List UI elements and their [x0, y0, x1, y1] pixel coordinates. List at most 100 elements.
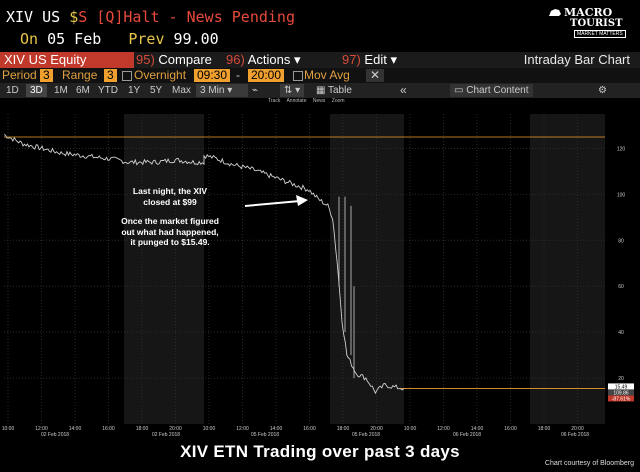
close-icon[interactable]: ✕	[366, 69, 384, 82]
range-ytd[interactable]: YTD	[98, 85, 118, 96]
figure-caption: XIV ETN Trading over past 3 days	[180, 442, 460, 461]
value-tag-label: 15.49	[615, 384, 628, 390]
value-tag-label: -87.61%	[612, 396, 631, 402]
currency: $	[69, 8, 79, 26]
range-6m[interactable]: 6M	[76, 85, 90, 96]
y-tick-label: 120	[617, 146, 626, 152]
x-tick-label: 14:00	[69, 426, 82, 432]
x-tick-label: 12:00	[236, 426, 249, 432]
x-tick-label: 12:00	[35, 426, 48, 432]
x-date-label: 02 Feb 2018	[152, 432, 180, 438]
movavg-label: Mov Avg	[304, 68, 350, 82]
overnight-checkbox[interactable]	[122, 71, 132, 81]
x-tick-label: 16:00	[102, 426, 115, 432]
range-5y[interactable]: 5Y	[150, 85, 163, 96]
price-chart[interactable]: 20 40 60 80 100 120 10:00 12:00 14:00 16:00 18:00…	[0, 98, 640, 442]
offhours-band	[530, 114, 605, 424]
ticker-symbol: XIV US	[6, 8, 61, 26]
offhours-band	[124, 114, 204, 424]
price-series	[3, 134, 405, 395]
macrotourist-logo: MACRO TOURIST MARKET MATTERS	[548, 4, 632, 38]
period-label: Period	[2, 68, 37, 82]
value-tag-bg	[608, 395, 634, 402]
x-tick-label: 18:00	[337, 426, 350, 432]
edit-button[interactable]: 97) Edit ▾	[342, 52, 397, 67]
x-tick-label: 14:00	[270, 426, 283, 432]
x-date-label: 06 Feb 2018	[453, 432, 481, 438]
x-tick-label: 10:00	[203, 426, 216, 432]
price-line: On 05 Feb Prev 99.00	[20, 30, 219, 48]
x-tick-label: 10:00	[404, 426, 417, 432]
period-input[interactable]: 3	[40, 69, 53, 82]
y-tick-label: 60	[618, 284, 624, 290]
ticker-line: XIV US $S [Q]Halt - News Pending	[6, 8, 295, 26]
gear-icon[interactable]: ⚙	[598, 85, 607, 96]
value-tag-bg	[608, 383, 634, 390]
y-tick-label: 80	[618, 238, 624, 244]
x-tick-label: 16:00	[504, 426, 517, 432]
x-date-label: 02 Feb 2018	[41, 432, 69, 438]
x-axis: 10:00 12:00 14:00 16:00 18:00 20:00 10:00 12:00…	[2, 426, 590, 438]
x-date-label: 06 Feb 2018	[561, 432, 589, 438]
x-tick-label: 20:00	[571, 426, 584, 432]
chart-type-title: Intraday Bar Chart	[523, 52, 630, 67]
start-time-input[interactable]: 09:30	[194, 69, 231, 82]
prev-label: Prev	[128, 30, 165, 48]
header: XIV US $S [Q]Halt - News Pending On 05 F…	[0, 0, 640, 52]
range-3d[interactable]: 3D	[26, 84, 47, 97]
range-input[interactable]: 3	[104, 69, 117, 82]
annotate-tool[interactable]: Annotate	[286, 98, 307, 104]
compare-button[interactable]: 95) Compare	[136, 52, 212, 67]
grid-lines	[4, 114, 605, 424]
range-label: Range	[62, 68, 98, 82]
range-1y[interactable]: 1Y	[128, 85, 141, 96]
y-axis: 20 40 60 80 100 120	[617, 146, 626, 382]
offhours-band	[330, 114, 404, 424]
session-shading	[124, 114, 605, 424]
y-tick-label: 20	[618, 376, 624, 382]
arrow-head	[296, 195, 308, 206]
table-button[interactable]: Table	[328, 85, 352, 96]
chart-tools-row: Track Annotate News Zoom	[268, 98, 350, 104]
range-1d[interactable]: 1D	[6, 85, 19, 96]
chart-tools-icon[interactable]: ⇅ ▾	[280, 84, 305, 97]
x-tick-label: 18:00	[538, 426, 551, 432]
status-text: [Q]Halt - News Pending	[96, 8, 295, 26]
price-line	[3, 134, 405, 395]
news-tool[interactable]: News	[312, 98, 326, 104]
y-tick-label: 40	[618, 330, 624, 336]
x-tick-label: 16:00	[303, 426, 316, 432]
toolbar: 1D 3D 1M 6M YTD 1Y 5Y Max 3 Min ▾ ⌁ ⇅ ▾ …	[0, 83, 640, 98]
on-label: On	[20, 30, 39, 48]
end-time-input[interactable]: 20:00	[248, 69, 285, 82]
track-tool[interactable]: Track	[268, 98, 281, 104]
x-date-label: 05 Feb 2018	[352, 432, 380, 438]
collapse-icon[interactable]: «	[400, 83, 407, 97]
table-icon[interactable]: ▦	[316, 85, 326, 96]
x-date-label: 05 Feb 2018	[251, 432, 279, 438]
range-max[interactable]: Max	[172, 85, 191, 96]
security-field[interactable]: XIV US Equity	[0, 52, 134, 68]
x-tick-label: 14:00	[471, 426, 484, 432]
range-1m[interactable]: 1M	[54, 85, 68, 96]
zoom-tool[interactable]: Zoom	[331, 98, 345, 104]
status-code: S	[78, 8, 88, 26]
value-tag-label: 109.86	[613, 390, 629, 396]
value-tag-bg	[608, 389, 634, 396]
credit-line: Chart courtesy of Bloomberg	[544, 460, 634, 467]
settings-bar: Period 3 Range 3 Overnight 09:30 - 20:00…	[0, 68, 640, 83]
line-chart-icon[interactable]: ⌁	[252, 85, 259, 96]
chart-content-button[interactable]: ▭ Chart Content	[450, 84, 533, 97]
menu-bar: XIV US Equity 95) Compare 96) Actions ▾ …	[0, 52, 640, 68]
x-tick-label: 10:00	[2, 426, 15, 432]
x-tick-label: 20:00	[370, 426, 383, 432]
actions-button[interactable]: 96) Actions ▾	[226, 52, 301, 67]
movavg-checkbox[interactable]	[293, 71, 303, 81]
price-spikes	[338, 196, 355, 379]
on-date: 05 Feb	[47, 30, 102, 48]
interval-dropdown[interactable]: 3 Min ▾	[196, 84, 248, 97]
bear-icon	[549, 9, 561, 16]
annotation-text: Last night, the XIV closed at $99 Once t…	[121, 186, 219, 247]
x-tick-label: 12:00	[437, 426, 450, 432]
